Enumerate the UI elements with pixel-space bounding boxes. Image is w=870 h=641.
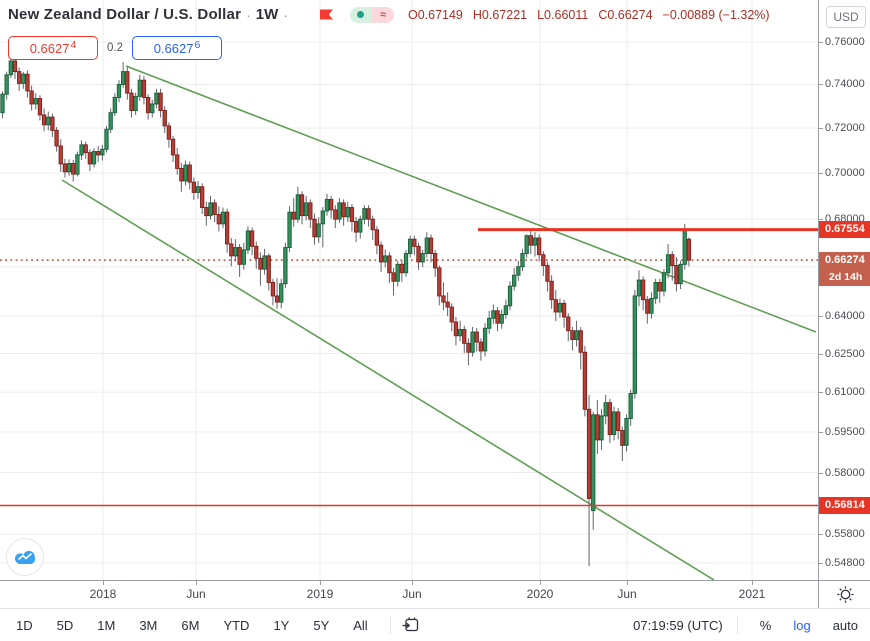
currency-unit-button[interactable]: USD — [826, 6, 866, 28]
price-tick-label: 0.58000 — [825, 466, 865, 479]
time-tick-mark — [103, 581, 104, 585]
ohlc-high: H0.67221 — [472, 7, 528, 22]
price-tick-mark — [819, 42, 823, 43]
time-tick-label: Jun — [402, 587, 422, 601]
auto-scale-button[interactable]: auto — [832, 617, 858, 633]
time-tick-label: Jun — [186, 587, 206, 601]
bid-last-digit: 4 — [70, 39, 77, 51]
time-tick-mark — [320, 581, 321, 585]
buy-sell-panel: 0.6627 4 0.2 0.6627 6 — [8, 36, 222, 60]
toolbar-divider — [736, 616, 738, 634]
price-chart[interactable] — [0, 0, 818, 580]
time-tick-label: 2018 — [89, 587, 117, 601]
range-button-1d[interactable]: 1D — [16, 617, 33, 633]
price-tick-label: 0.70000 — [825, 166, 865, 179]
sell-button[interactable]: 0.6627 4 — [8, 36, 98, 60]
symbol-title[interactable]: New Zealand Dollar / U.S. Dollar — [8, 6, 242, 23]
price-tick-mark — [819, 392, 823, 394]
price-tick-mark — [819, 562, 823, 564]
bid-price: 0.6627 — [29, 40, 70, 56]
chart-legend: New Zealand Dollar / U.S. Dollar · 1W · … — [8, 6, 770, 23]
data-ok-icon — [349, 6, 372, 23]
tradingview-logo-button[interactable] — [6, 538, 44, 576]
price-tick-mark — [819, 128, 823, 130]
price-tick-label: 0.72000 — [825, 122, 865, 135]
price-tick-label: 0.54800 — [825, 556, 865, 569]
ohlc-close: C0.66274 — [598, 7, 653, 22]
price-tick-mark — [819, 431, 823, 433]
logo-cloud-icon — [15, 550, 36, 565]
time-tick-mark — [627, 581, 628, 585]
calendar-arrow-icon — [402, 617, 418, 632]
price-tick-label: 0.59500 — [825, 425, 865, 438]
time-tick-label: Jun — [617, 587, 637, 601]
ohlc-open: O0.67149 — [407, 7, 463, 22]
range-button-5d[interactable]: 5D — [56, 617, 74, 633]
price-tick-mark — [819, 219, 823, 221]
separator-dot: · — [246, 6, 251, 23]
price-tick-label: 0.64000 — [825, 309, 865, 322]
time-tick-label: 2019 — [306, 587, 334, 601]
time-tick-label: 2021 — [738, 587, 766, 601]
axis-settings-button[interactable] — [818, 581, 870, 608]
price-tick-label: 0.61000 — [825, 386, 865, 399]
price-tick-mark — [819, 353, 823, 355]
price-tick-mark — [819, 534, 823, 536]
range-button-1y[interactable]: 1Y — [273, 617, 290, 633]
buy-button[interactable]: 0.6627 6 — [132, 36, 222, 60]
ohlc-change: −0.00889 (−1.32%) — [662, 7, 770, 22]
bottom-toolbar: 1D 5D 1M 3M 6M YTD 1Y 5Y All 07:19:59 (UTC) % lo… — [0, 608, 870, 641]
market-status-indicator[interactable]: ≈ — [349, 6, 394, 23]
ask-price: 0.6627 — [153, 40, 194, 56]
level-price-label: 0.56814 — [819, 496, 870, 514]
price-tick-mark — [819, 472, 823, 474]
time-tick-mark — [196, 581, 197, 585]
flag-icon[interactable] — [319, 8, 334, 21]
range-button-3m[interactable]: 3M — [139, 617, 158, 633]
chart-pane[interactable]: New Zealand Dollar / U.S. Dollar · 1W · … — [0, 0, 818, 580]
price-tick-label: 0.76000 — [825, 36, 865, 48]
clock-timezone[interactable]: 07:19:59 (UTC) — [633, 617, 723, 633]
current-price-label: 0.66274 — [819, 251, 870, 269]
bar-close-countdown: 2d 14h — [819, 268, 870, 286]
ohlc-low: L0.66011 — [537, 7, 589, 22]
spread-value: 0.2 — [107, 42, 123, 54]
price-tick-mark — [819, 172, 823, 174]
time-tick-label: 2020 — [526, 587, 554, 601]
price-tick-label: 0.55800 — [825, 528, 865, 541]
price-tick-label: 0.74000 — [825, 78, 865, 91]
percent-scale-button[interactable]: % — [759, 617, 772, 633]
candles — [0, 50, 692, 567]
range-button-5y[interactable]: 5Y — [313, 617, 330, 633]
log-scale-button[interactable]: log — [793, 617, 811, 633]
trendline-lower-channel[interactable] — [61, 179, 715, 580]
price-tick-mark — [819, 315, 823, 317]
sun-settings-icon — [836, 586, 854, 603]
price-tick-label: 0.62500 — [825, 347, 865, 360]
gridlines — [0, 0, 818, 580]
range-button-ytd[interactable]: YTD — [223, 617, 250, 633]
time-axis[interactable]: 2018 Jun 2019 Jun 2020 Jun 2021 — [0, 580, 870, 608]
price-axis[interactable]: 0.76000 0.74000 0.72000 0.70000 0.68000 0.640… — [818, 0, 870, 580]
delayed-data-icon: ≈ — [371, 6, 394, 23]
time-tick-mark — [540, 581, 541, 585]
price-tick-mark — [819, 84, 823, 86]
range-button-all[interactable]: All — [353, 617, 368, 633]
go-to-date-button[interactable] — [401, 615, 421, 635]
separator-dot: · — [283, 6, 288, 23]
time-tick-mark — [752, 581, 753, 585]
range-button-1m[interactable]: 1M — [97, 617, 116, 633]
ask-last-digit: 6 — [194, 39, 201, 51]
ohlc-readout: O0.67149 H0.67221 L0.66011 C0.66274 −0.0… — [408, 8, 770, 22]
toolbar-divider — [389, 616, 391, 634]
trendline-upper-channel[interactable] — [125, 65, 817, 333]
level-price-label: 0.67554 — [819, 221, 870, 239]
range-button-6m[interactable]: 6M — [181, 617, 200, 633]
time-tick-mark — [412, 581, 413, 585]
timeframe-label[interactable]: 1W — [255, 6, 279, 23]
